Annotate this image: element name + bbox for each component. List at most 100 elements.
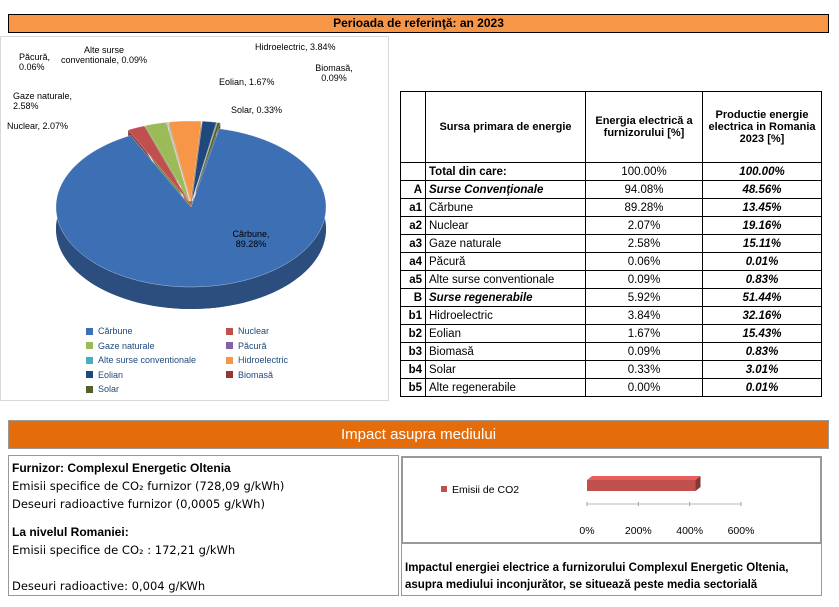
legend-swatch [86,327,93,335]
data-label: Păcură, 0.06% [19,52,51,72]
legend-label: Cărbune [98,326,133,336]
table-row: b3 Biomasă 0.09% 0.83% [400,342,822,361]
supplier-share: 0.09% [585,270,703,289]
supplier-share: 89.28% [585,198,703,217]
national-share: 3.01% [702,360,822,379]
table-row: b5 Alte regenerabile 0.00% 0.01% [400,378,822,397]
bar-end [695,476,701,491]
row-code: A [400,180,426,199]
bar-chart: 0% 200% 400% 600% Emisii de CO2 [441,476,755,537]
table-row: a2 Nuclear 2.07% 19.16% [400,216,822,235]
table-row: a1 Cărbune 89.28% 13.45% [400,198,822,217]
x-tick-label: 200% [625,525,652,537]
legend-entry: Solar [86,384,119,394]
supplier-share: 100.00% [585,162,703,181]
header-cell: Sursa primara de energie [425,91,586,163]
legend-entry: Hidroelectric [226,355,288,365]
table-row: b2 Eolian 1.67% 15.43% [400,324,822,343]
supplier-share: 5.92% [585,288,703,307]
spacer [12,559,395,577]
national-share: 19.16% [702,216,822,235]
row-name: Solar [425,360,586,379]
supplier-share: 0.33% [585,360,703,379]
national-share: 0.01% [702,378,822,397]
data-label: Biomasă, 0.09% [315,63,353,83]
info-heading: La nivelul Romaniei: [12,525,129,539]
row-code: b1 [400,306,426,325]
emissions-info: Furnizor: Complexul Energetic Oltenia Em… [8,455,399,596]
data-label: Hidroelectric, 3.84% [255,42,336,52]
supplier-share: 0.06% [585,252,703,271]
legend-label: Emisii de CO2 [452,484,519,496]
period-title: Perioada de referinţă: an 2023 [8,14,829,33]
supplier-share: 3.84% [585,306,703,325]
legend-swatch [226,356,233,364]
pie-slice [55,128,327,288]
legend-entry: Biomasă [226,370,273,380]
pie-panel: Cărbune, 89.28% Nuclear, 2.07% Gaze natura… [0,36,389,401]
bar-top [587,476,701,480]
legend-label: Hidroelectric [238,355,289,365]
legend-label: Eolian [98,369,124,380]
legend-swatch [226,327,233,335]
table-row: Total din care: 100.00% 100.00% [400,162,822,181]
legend-entry: Gaze naturale [86,341,155,351]
legend-entry: Păcură [226,341,267,351]
header-cell: Energia electrică a furnizorului [%] [585,91,703,163]
data-label: Cărbune, 89.28% [232,229,270,249]
spacer [12,513,395,523]
legend-swatch [226,342,233,349]
legend-label: Solar [98,384,120,394]
national-share: 100.00% [702,162,822,181]
data-label: Eolian, 1.67% [219,77,275,87]
row-name: Hidroelectric [425,306,586,325]
legend-label: Păcură [238,340,267,351]
row-code: b3 [400,342,426,361]
legend-swatch [226,371,233,378]
row-code: a1 [400,198,426,217]
energy-table: Sursa primara de energie Energia electri… [400,91,822,397]
x-tick-label: 0% [579,525,594,537]
table-row: A Surse Convenţionale 94.08% 48.56% [400,180,822,199]
row-name: Nuclear [425,216,586,235]
pie-slice [168,120,202,202]
row-name: Cărbune [425,198,586,217]
legend-label: Nuclear [238,326,270,336]
info-line: Emisii specifice de CO₂ furnizor (728,09… [12,479,285,493]
row-code: a4 [400,252,426,271]
data-label: Nuclear, 2.07% [7,121,69,131]
legend-label: Gaze naturale [98,340,155,351]
row-code [400,162,426,181]
row-name: Eolian [425,324,586,343]
row-code: b2 [400,324,426,343]
national-share: 0.01% [702,252,822,271]
national-share: 15.11% [702,234,822,253]
legend-entry: Eolian [86,370,123,380]
legend-swatch [86,385,93,393]
table-row: b4 Solar 0.33% 3.01% [400,360,822,379]
row-name: Surse Convenţionale [425,180,586,199]
national-share: 48.56% [702,180,822,199]
info-line: Emisii specifice de CO₂ : 172,21 g/kWh [12,543,236,557]
row-code: a2 [400,216,426,235]
data-label: Alte surse conventionale, 0.09% [60,45,148,65]
row-name: Alte regenerabile [425,378,586,397]
national-share: 0.83% [702,270,822,289]
pie-slice [127,125,189,202]
header-cell [400,91,426,163]
bar-panel: 0% 200% 400% 600% Emisii de CO2 [401,456,822,544]
legend-entry: Alte surse conventionale [86,355,196,365]
national-share: 32.16% [702,306,822,325]
x-tick-label: 600% [728,525,755,537]
pie-slice [167,121,191,202]
legend-label: Biomasă [238,369,274,380]
row-code: B [400,288,426,307]
row-name: Gaze naturale [425,234,586,253]
row-name: Alte surse conventionale [425,270,586,289]
legend-label: Alte surse conventionale [98,355,197,365]
row-name: Păcură [425,252,586,271]
table-row: a3 Gaze naturale 2.58% 15.11% [400,234,822,253]
header-cell: Productie energie electrica in Romania 2… [702,91,822,163]
table-row: B Surse regenerabile 5.92% 51.44% [400,288,822,307]
